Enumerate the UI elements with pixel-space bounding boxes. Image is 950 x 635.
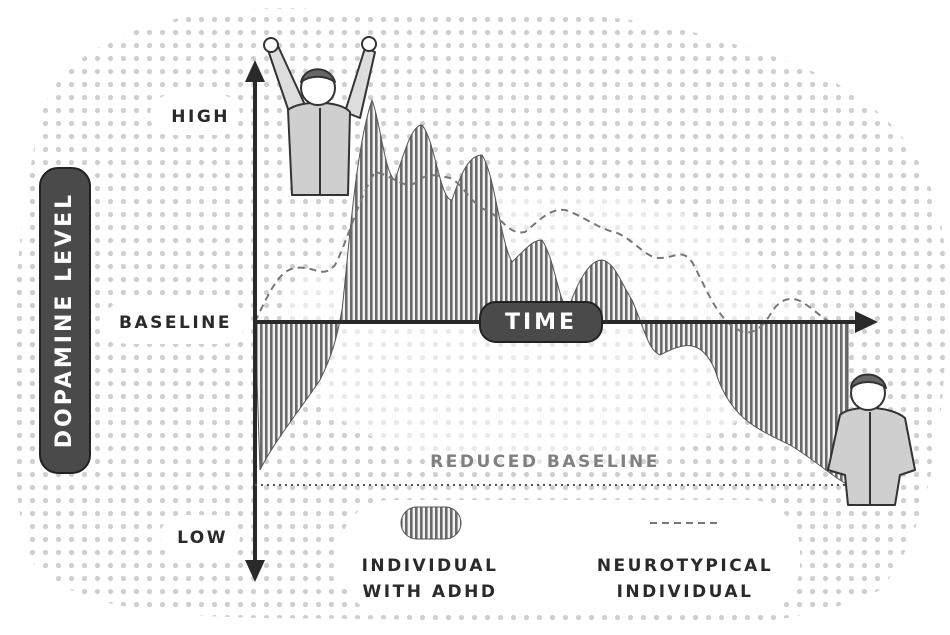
label-high: HIGH (171, 107, 230, 127)
legend-label: WITH ADHD (363, 582, 498, 602)
x-title: TIME (505, 310, 577, 335)
legend-label: NEUROTYPICAL (597, 556, 773, 576)
legend-label: INDIVIDUAL (362, 556, 499, 576)
label-baseline: BASELINE (119, 313, 232, 333)
diagram: HIGH BASELINE LOW REDUCED BASELINE DOPAM… (0, 0, 950, 635)
legend-label: INDIVIDUAL (617, 582, 754, 602)
label-low: LOW (177, 528, 228, 548)
annotation: REDUCED BASELINE (430, 452, 660, 472)
y-title: DOPAMINE LEVEL (52, 192, 77, 448)
legend-swatch-adhd (401, 507, 461, 539)
